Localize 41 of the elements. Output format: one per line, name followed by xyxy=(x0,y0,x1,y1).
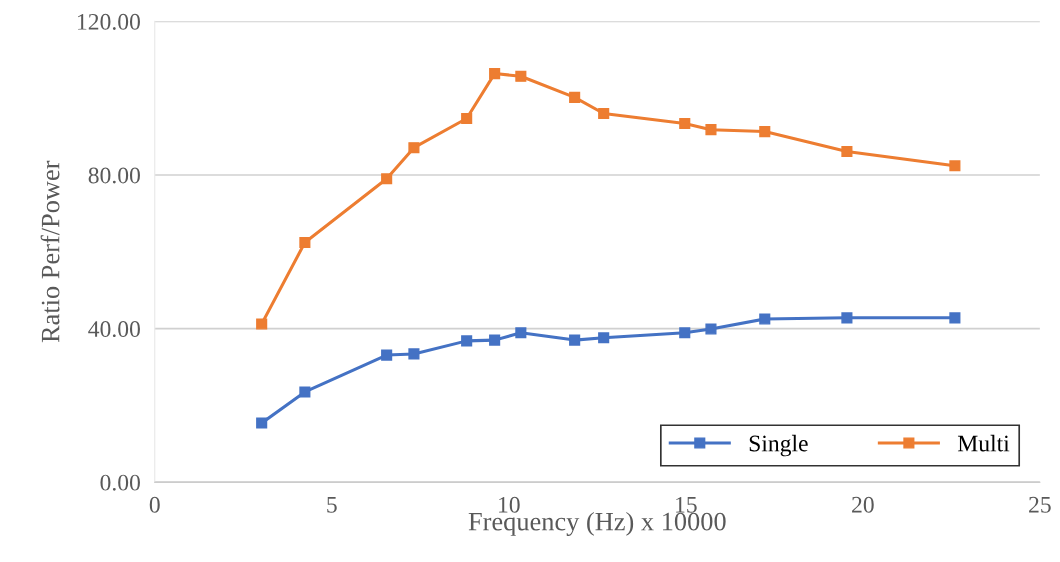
y-tick-label: 80.00 xyxy=(88,167,140,184)
point xyxy=(598,107,610,120)
y-tick-label: 120.00 xyxy=(78,13,140,30)
x-tick-label: 0 xyxy=(149,496,160,513)
point xyxy=(299,386,311,398)
x-tick-label: 25 xyxy=(1029,496,1051,513)
point xyxy=(408,142,420,154)
x-tick-label: 5 xyxy=(327,497,337,513)
point xyxy=(569,334,581,346)
x-tick-label: 10 xyxy=(499,496,520,513)
point xyxy=(408,348,420,360)
y-tick-label: 0.00 xyxy=(100,474,140,491)
y-axis-title: Ratio Perf/Power xyxy=(40,160,60,343)
legend-label: Multi xyxy=(957,434,1010,452)
point xyxy=(841,145,853,158)
y-tick-label: 40.00 xyxy=(88,321,140,338)
point xyxy=(461,335,473,347)
point xyxy=(256,417,268,429)
point xyxy=(515,70,527,82)
point xyxy=(381,173,393,185)
point xyxy=(299,237,311,249)
point xyxy=(679,117,691,130)
point xyxy=(705,323,717,335)
point xyxy=(759,313,771,325)
point xyxy=(679,327,691,339)
point xyxy=(461,112,473,125)
point xyxy=(949,160,961,172)
x-tick-label: 15 xyxy=(676,496,697,513)
legend-label: Single xyxy=(749,434,808,457)
point xyxy=(569,91,581,103)
point xyxy=(841,312,853,324)
point xyxy=(489,334,501,346)
point xyxy=(489,68,501,80)
point xyxy=(759,126,771,138)
point xyxy=(256,318,268,330)
point xyxy=(949,312,961,324)
x-tick-label: 20 xyxy=(852,496,874,513)
point xyxy=(598,332,610,344)
point xyxy=(381,349,393,361)
point xyxy=(705,124,717,136)
point xyxy=(515,327,527,339)
